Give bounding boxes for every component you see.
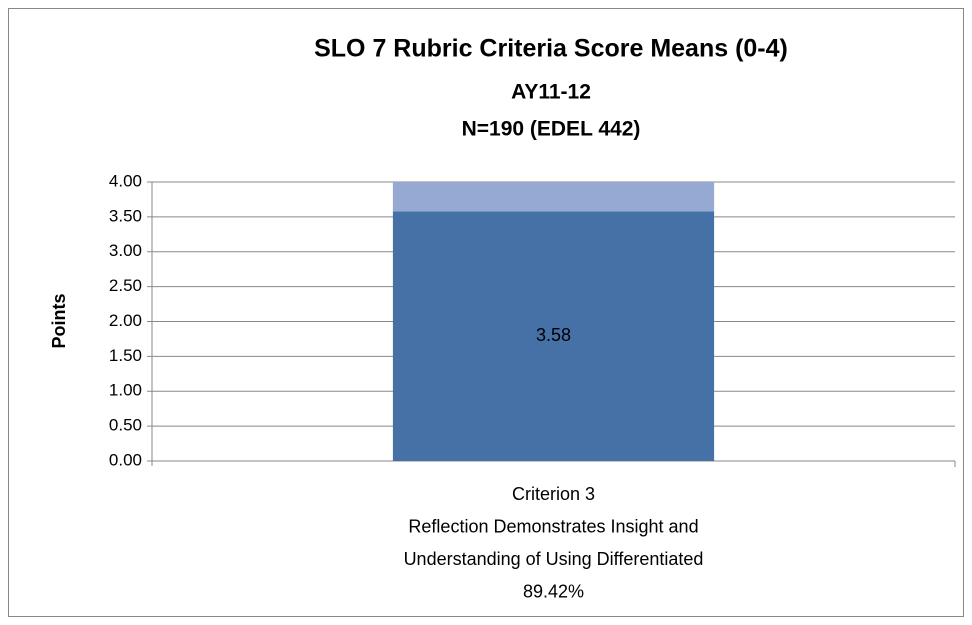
y-tick-label: 0.50: [109, 416, 142, 435]
x-tick-label: 89.42%: [523, 581, 584, 601]
y-tick-label: 0.00: [109, 450, 142, 469]
x-tick-label: Reflection Demonstrates Insight and: [408, 516, 698, 536]
chart-title: SLO 7 Rubric Criteria Score Means (0-4): [314, 35, 788, 63]
y-tick-label: 2.50: [109, 276, 142, 295]
bar-segment: [392, 182, 715, 212]
data-label: 3.58: [536, 325, 571, 345]
x-tick-label: Criterion 3: [512, 484, 595, 504]
y-tick-label: 1.00: [109, 381, 142, 400]
y-tick-label: 2.00: [109, 311, 142, 330]
chart-subtitle: AY11-12: [511, 81, 591, 104]
bar-segment: [392, 211, 715, 461]
y-tick-label: 4.00: [109, 171, 142, 190]
y-tick-label: 1.50: [109, 346, 142, 365]
y-axis-label: Points: [49, 293, 69, 348]
chart-subtitle: N=190 (EDEL 442): [462, 118, 641, 141]
y-tick-label: 3.50: [109, 206, 142, 225]
x-tick-label: Understanding of Using Differentiated: [404, 549, 704, 569]
y-tick-label: 3.00: [109, 241, 142, 260]
